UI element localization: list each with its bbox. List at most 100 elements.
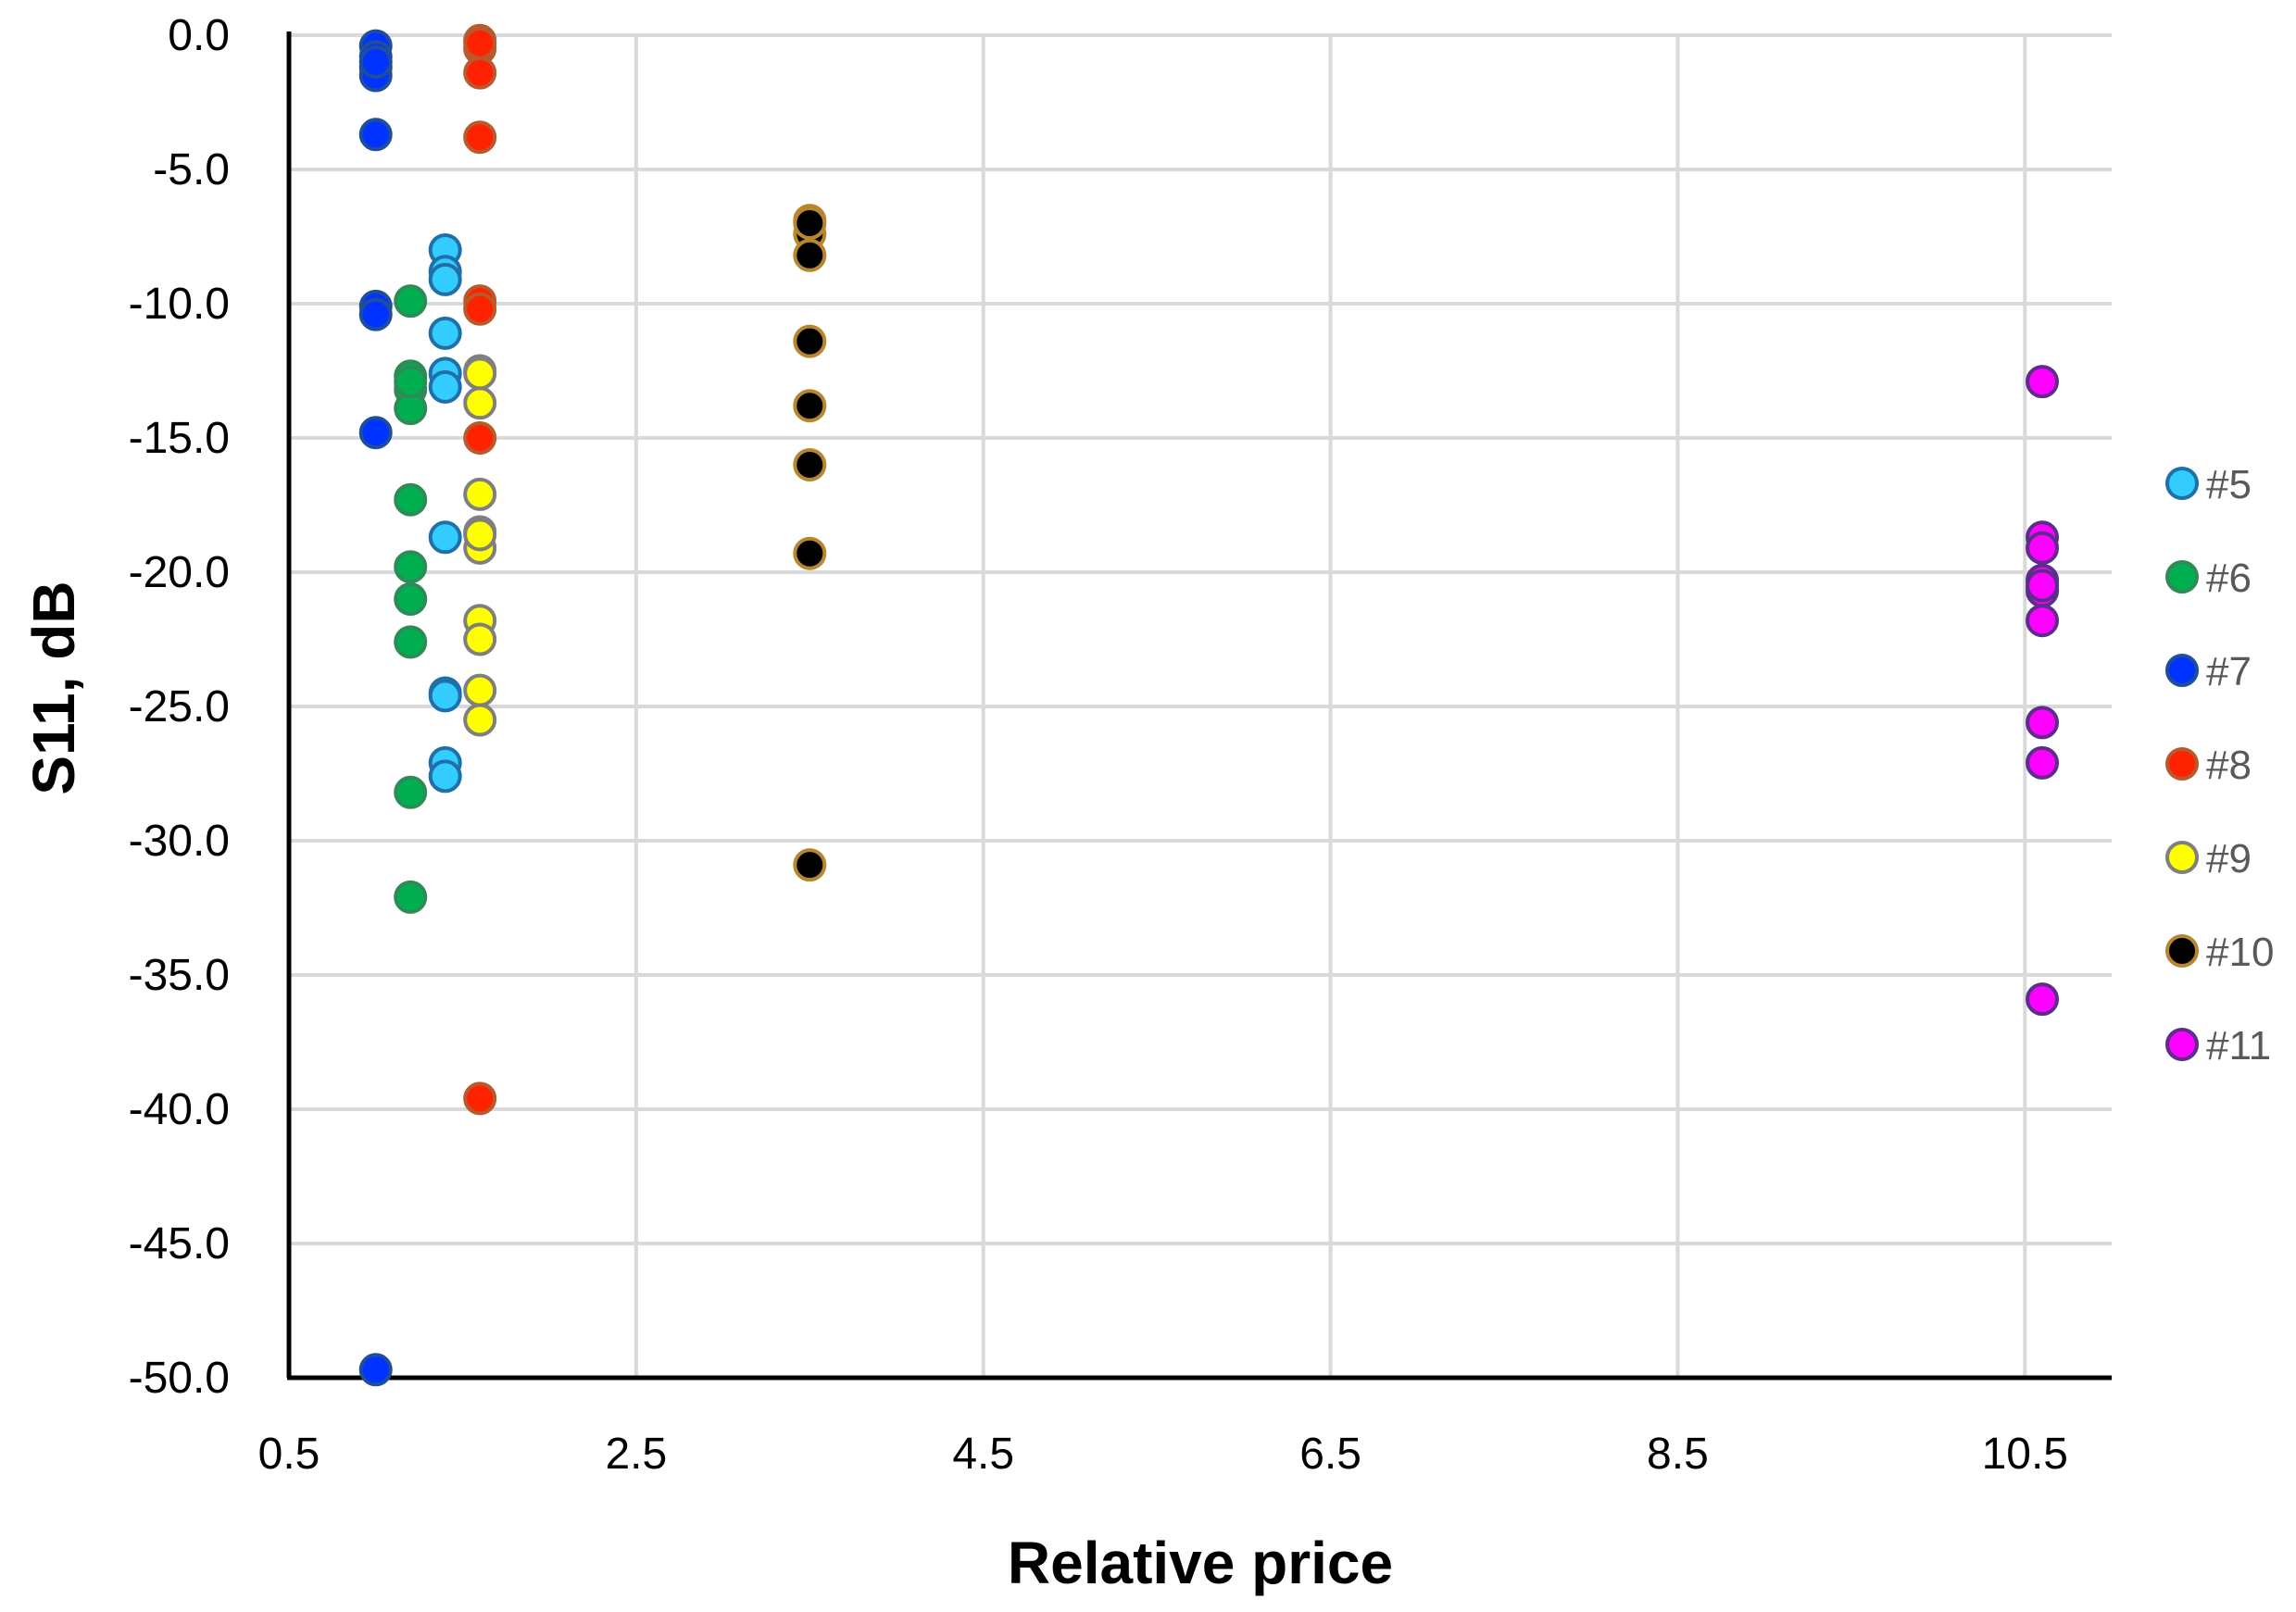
legend-entry: #9 (2165, 836, 2252, 881)
series-n10 (793, 204, 827, 882)
data-point (394, 582, 428, 616)
x-tick-label: 0.5 (258, 1430, 320, 1479)
data-point (358, 118, 393, 152)
legend-marker (2165, 654, 2199, 687)
x-axis-title: Relative price (1008, 1530, 1393, 1596)
data-point (793, 238, 827, 272)
data-point (2026, 745, 2060, 780)
data-point (463, 477, 497, 511)
series-n7 (358, 29, 393, 1387)
y-tick-labels: 0.0 -5.0 -10.0 -15.0 -20.0 -25.0 -30.0 -35.0 -40… (129, 11, 230, 1403)
series-n8 (463, 23, 497, 1116)
legend-entry: #6 (2165, 556, 2252, 601)
x-tick-label: 2.5 (605, 1430, 667, 1479)
legend-label: #9 (2206, 836, 2252, 881)
legend-label: #8 (2206, 743, 2252, 788)
series-n5 (428, 233, 462, 794)
legend-marker (2165, 841, 2199, 874)
x-tick-label: 8.5 (1647, 1430, 1709, 1479)
data-point (394, 625, 428, 659)
y-tick-label: 0.0 (168, 11, 230, 60)
data-point (428, 520, 462, 555)
data-point (394, 550, 428, 584)
y-tick-label: -50.0 (129, 1354, 230, 1403)
legend-label: #11 (2206, 1023, 2271, 1068)
gridlines (289, 33, 2112, 1378)
legend: #5 #6 #7 #8 #9 #10 #11 (2165, 462, 2274, 1068)
legend-entry: #10 (2165, 930, 2274, 975)
axes (286, 31, 2112, 1381)
legend-entry: #11 (2165, 1023, 2271, 1068)
series-n6 (394, 284, 428, 914)
legend-entry: #8 (2165, 743, 2252, 788)
legend-marker (2165, 467, 2199, 500)
legend-label: #5 (2206, 462, 2252, 507)
y-tick-label: -35.0 (129, 951, 230, 1000)
data-point (394, 365, 428, 399)
data-point (394, 482, 428, 517)
data-point (463, 56, 497, 90)
data-point (463, 673, 497, 707)
data-point (358, 297, 393, 331)
data-point (463, 386, 497, 420)
data-point (2026, 365, 2060, 399)
series-n11 (2026, 365, 2060, 1017)
data-point (394, 775, 428, 809)
data-points (358, 23, 2060, 1387)
data-point (428, 759, 462, 794)
y-tick-label: -10.0 (129, 280, 230, 329)
legend-label: #7 (2206, 649, 2252, 694)
legend-label: #6 (2206, 556, 2252, 601)
data-point (463, 26, 497, 60)
data-point (394, 284, 428, 319)
data-point (793, 324, 827, 358)
data-point (463, 518, 497, 552)
data-point (2026, 531, 2060, 565)
data-point (428, 679, 462, 713)
y-tick-label: -45.0 (129, 1219, 230, 1268)
x-tick-label: 4.5 (952, 1430, 1014, 1479)
data-point (463, 356, 497, 391)
series-n9 (463, 354, 497, 737)
data-point (2026, 604, 2060, 638)
data-point (358, 416, 393, 450)
data-point (358, 45, 393, 79)
y-tick-label: -40.0 (129, 1085, 230, 1134)
y-tick-label: -5.0 (153, 145, 230, 194)
data-point (358, 1353, 393, 1387)
data-point (463, 421, 497, 455)
data-point (428, 316, 462, 350)
legend-entry: #7 (2165, 649, 2252, 694)
data-point (463, 292, 497, 326)
data-point (2026, 706, 2060, 740)
legend-label: #10 (2206, 930, 2274, 975)
legend-marker (2165, 1028, 2199, 1061)
legend-marker (2165, 747, 2199, 781)
y-axis-title: S11, dB (20, 581, 87, 794)
data-point (793, 848, 827, 882)
y-tick-label: -20.0 (129, 548, 230, 597)
legend-marker (2165, 560, 2199, 594)
x-tick-label: 10.5 (1982, 1430, 2068, 1479)
data-point (2026, 982, 2060, 1017)
data-point (463, 622, 497, 656)
data-point (793, 448, 827, 481)
data-point (793, 536, 827, 570)
y-tick-label: -30.0 (129, 817, 230, 866)
data-point (463, 1081, 497, 1116)
legend-marker (2165, 934, 2199, 968)
data-point (428, 262, 462, 296)
data-point (428, 369, 462, 404)
data-point (463, 120, 497, 155)
x-tick-labels: 0.5 2.5 4.5 6.5 8.5 10.5 (258, 1430, 2068, 1479)
y-tick-label: -15.0 (129, 414, 230, 463)
data-point (2026, 569, 2060, 603)
data-point (463, 703, 497, 737)
legend-entry: #5 (2165, 462, 2252, 507)
x-tick-label: 6.5 (1299, 1430, 1361, 1479)
y-tick-label: -25.0 (129, 682, 230, 731)
data-point (394, 880, 428, 914)
data-point (793, 389, 827, 423)
